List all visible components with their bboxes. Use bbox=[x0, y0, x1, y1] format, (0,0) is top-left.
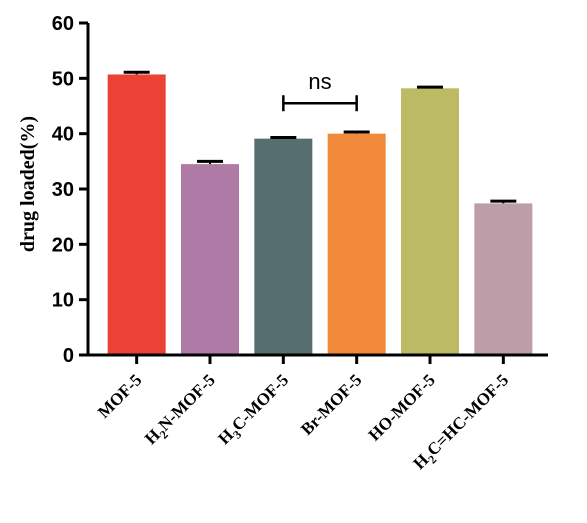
y-axis: 0 10 20 30 40 50 60 bbox=[52, 13, 90, 367]
bar bbox=[401, 88, 459, 355]
y-tick-label: 20 bbox=[52, 234, 74, 256]
bar bbox=[327, 133, 386, 355]
bar bbox=[474, 203, 533, 355]
y-tick-label: 30 bbox=[52, 179, 74, 201]
y-tick-label: 50 bbox=[52, 68, 74, 90]
significance-label: ns bbox=[308, 69, 331, 94]
annotations: ns bbox=[282, 69, 358, 112]
x-tick-label: HO-MOF-5 bbox=[365, 370, 439, 444]
bar bbox=[254, 138, 313, 355]
y-tick-label: 40 bbox=[52, 124, 74, 146]
y-axis-label: drug loaded(%) bbox=[17, 116, 39, 252]
bar bbox=[181, 164, 239, 355]
x-tick-label: H3C-MOF-5 bbox=[214, 370, 295, 451]
y-tick-label: 10 bbox=[52, 290, 74, 312]
y-tick-label: 0 bbox=[63, 345, 74, 367]
x-tick-label: H2N-MOF-5 bbox=[141, 370, 222, 451]
bars bbox=[107, 70, 533, 356]
y-tick-label: 60 bbox=[52, 13, 74, 35]
x-tick-label: Br-MOF-5 bbox=[297, 370, 365, 438]
bar bbox=[107, 74, 166, 356]
x-tick-label: MOF-5 bbox=[94, 370, 145, 421]
